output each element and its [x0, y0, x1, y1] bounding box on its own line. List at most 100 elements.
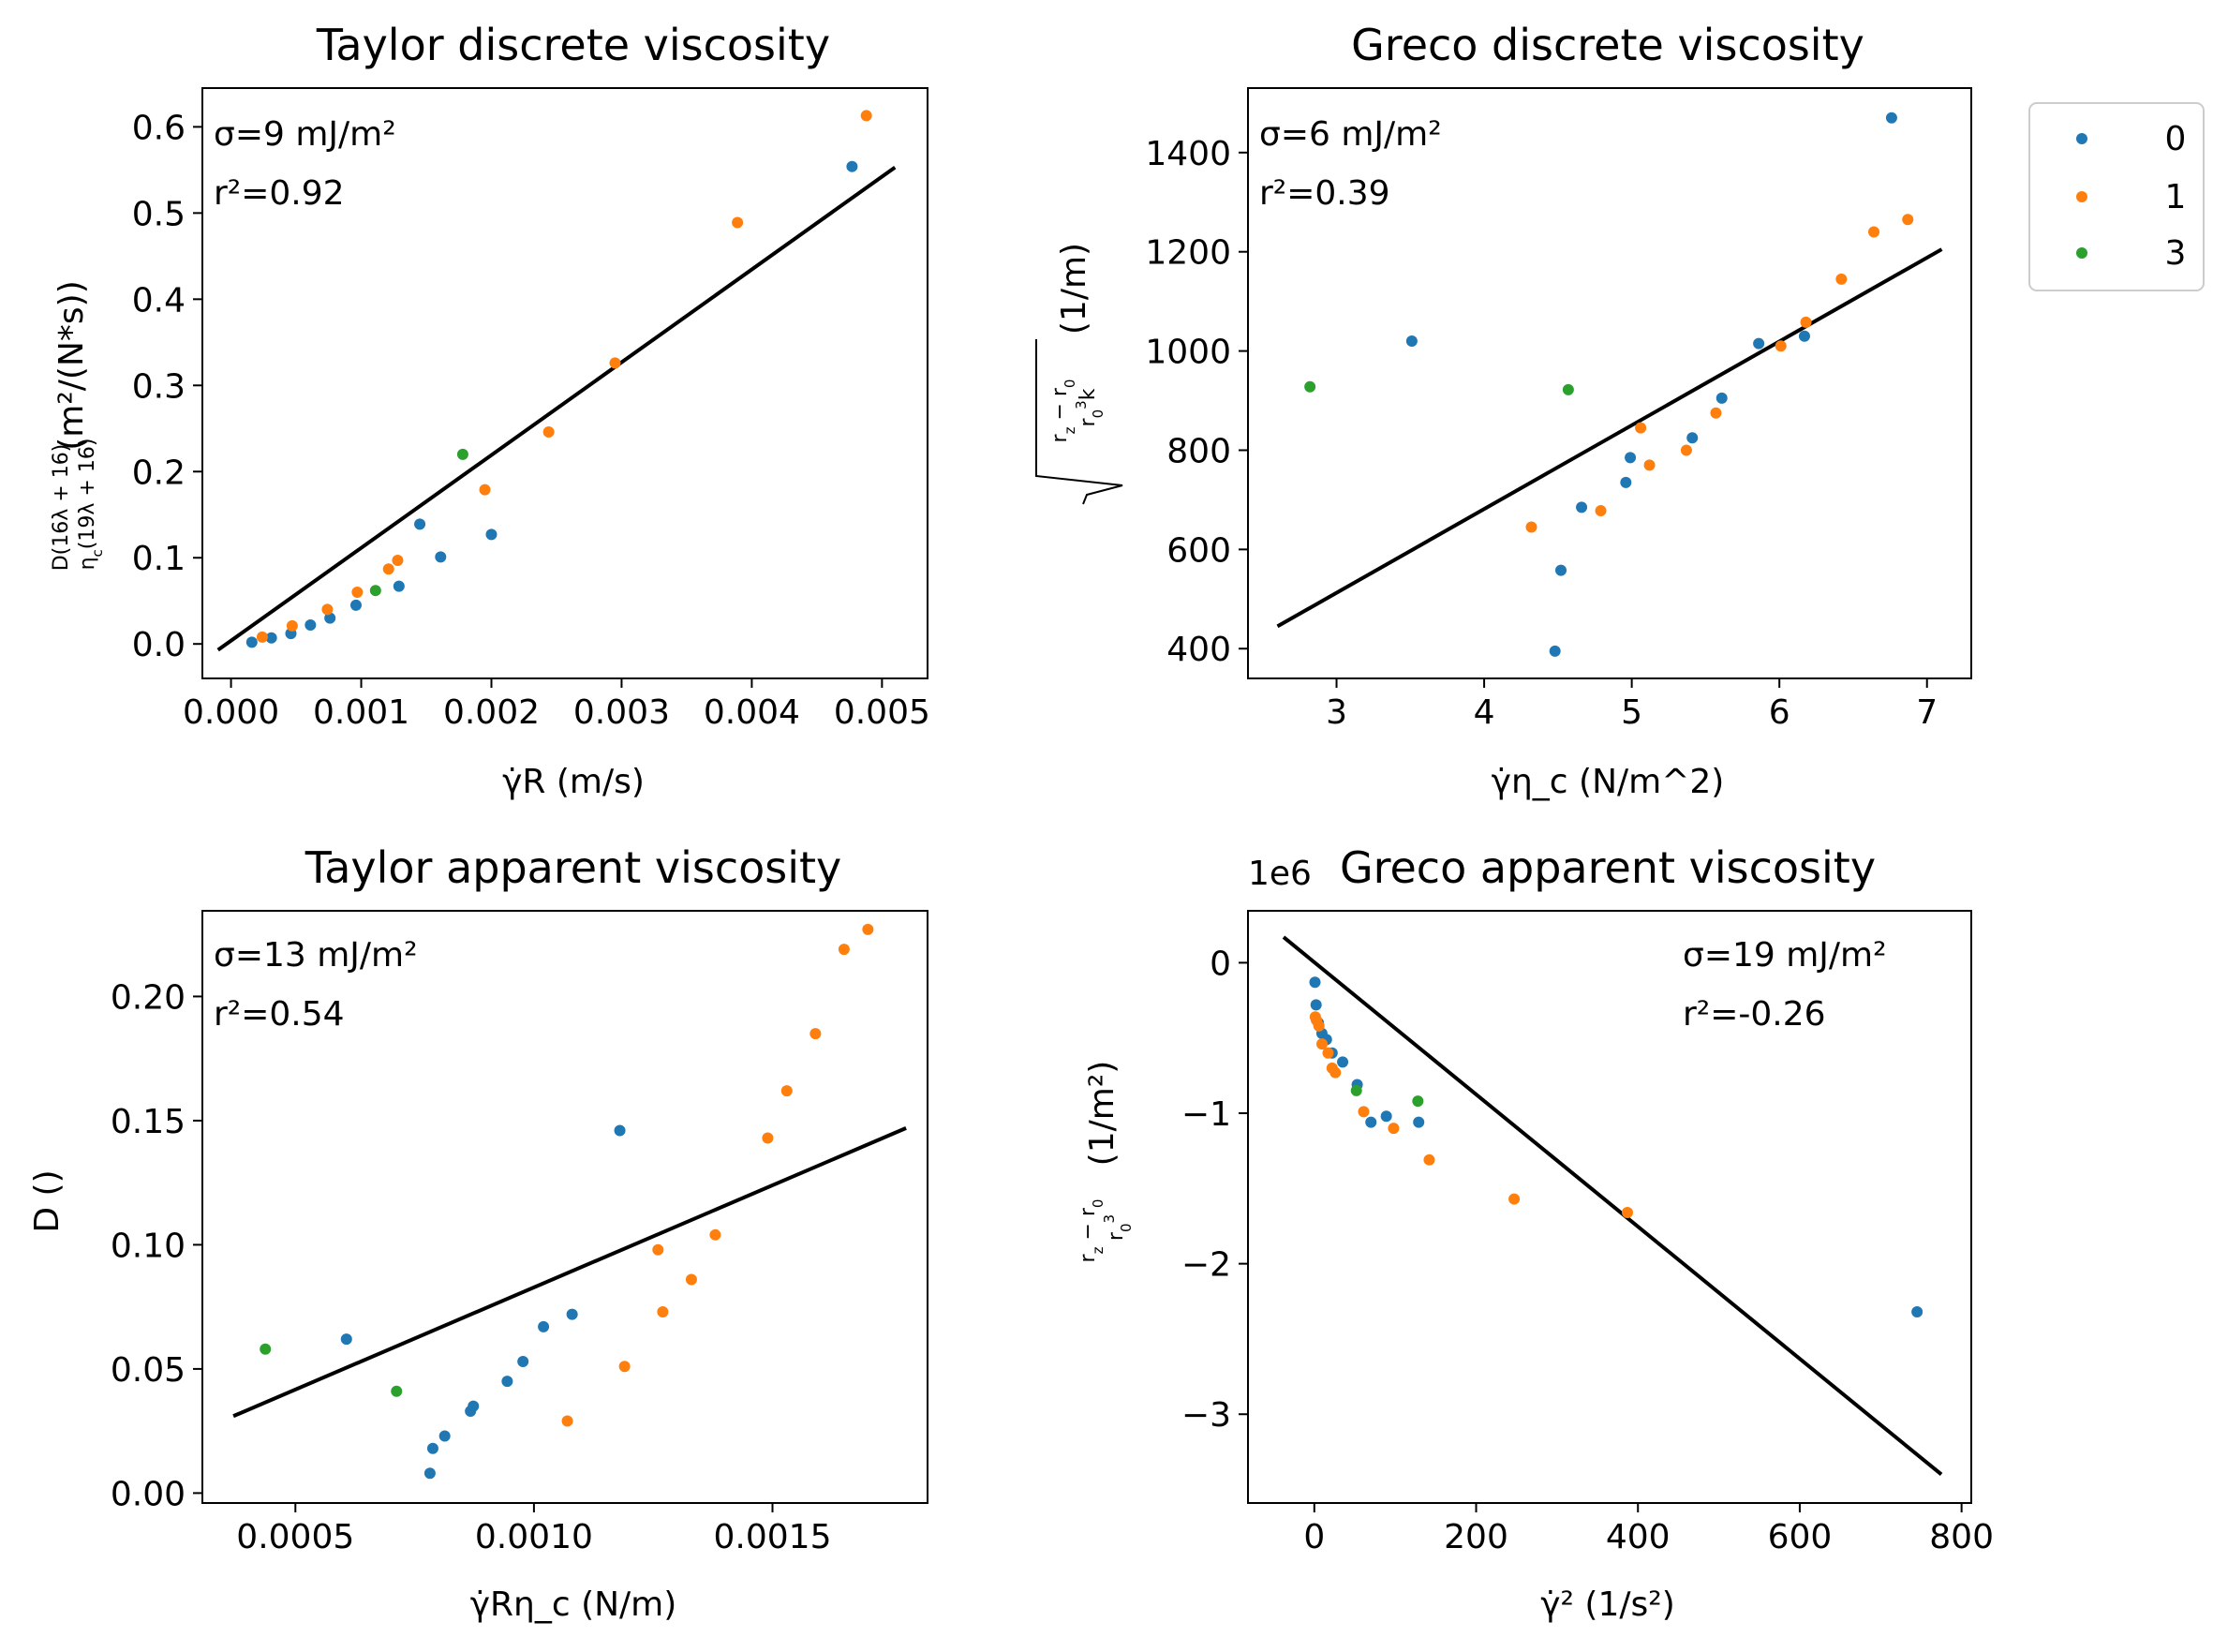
- fit-line: [1282, 935, 1943, 1477]
- point-series-1: [1358, 1106, 1370, 1118]
- y-tick-label: 0.15: [111, 1103, 186, 1141]
- x-tick-label: 5: [1621, 693, 1642, 732]
- point-series-0: [1625, 452, 1637, 464]
- legend-marker-3: [2076, 247, 2087, 259]
- y-tick-label: 0.05: [111, 1351, 186, 1390]
- point-series-1: [657, 1305, 669, 1317]
- x-tick-label: 0.0010: [475, 1518, 593, 1556]
- axis-multiplier: 1e6: [1248, 855, 1312, 893]
- y-tick-label: 0.2: [132, 454, 186, 492]
- point-series-0: [1911, 1306, 1923, 1318]
- point-series-1: [1902, 214, 1914, 226]
- point-series-0: [414, 518, 426, 530]
- x-tick-label: 6: [1769, 693, 1790, 732]
- y-axis-label-unit: (1/m²): [1083, 1061, 1121, 1167]
- point-series-0: [393, 580, 405, 592]
- x-tick-label: 0.0005: [236, 1518, 354, 1556]
- point-series-1: [780, 1085, 793, 1097]
- y-tick-label: 0.10: [111, 1227, 186, 1265]
- point-series-1: [1868, 226, 1880, 238]
- x-tick-label: 800: [1929, 1518, 1994, 1556]
- panel-greco-apparent: Greco apparent viscosity 1e6 γ̇² (1/s²) …: [1077, 842, 1994, 1624]
- y-axis-label: rz − r0 r03 (1/m²): [1077, 1061, 1135, 1263]
- x-tick-label: 0.004: [704, 693, 800, 732]
- legend: 0 1 3: [2028, 102, 2205, 291]
- point-series-1: [542, 425, 555, 438]
- x-axis-label: γ̇η_c (N/m^2): [1492, 763, 1725, 801]
- panel-greco-discrete: Greco discrete viscosity γ̇η_c (N/m^2) r…: [1035, 20, 1972, 801]
- point-series-1: [1322, 1047, 1334, 1059]
- point-series-0: [1413, 1116, 1425, 1128]
- point-series-0: [423, 1467, 436, 1480]
- point-series-0: [245, 636, 258, 648]
- annotation: σ=9 mJ/m² r²=0.92: [214, 115, 396, 213]
- annotation-sigma: σ=9 mJ/m²: [214, 115, 396, 154]
- point-series-1: [1525, 521, 1537, 533]
- point-series-0: [340, 1333, 352, 1346]
- point-series-0: [1309, 976, 1321, 989]
- point-series-1: [709, 1228, 721, 1241]
- point-series-3: [1562, 383, 1574, 395]
- x-tick-label: 400: [1606, 1518, 1671, 1556]
- y-axis-label-unit: (m²/(N*s)): [52, 280, 91, 451]
- legend-label-1: 1: [2165, 178, 2187, 216]
- y-tick-label: 0.20: [111, 978, 186, 1017]
- point-series-1: [351, 587, 364, 599]
- y-axis-label-unit: (1/m): [1055, 243, 1093, 335]
- point-series-1: [1710, 407, 1722, 419]
- point-series-0: [1310, 999, 1322, 1011]
- point-series-0: [1885, 112, 1897, 124]
- point-series-3: [1350, 1084, 1362, 1096]
- legend-label-3: 3: [2165, 234, 2187, 273]
- annotation-r2: r²=0.39: [1259, 174, 1390, 213]
- plot-frame: [1247, 87, 1972, 679]
- y-axis-label-fraction: rz − r0 r03k: [1048, 373, 1106, 443]
- y-tick-label: 0.1: [132, 540, 186, 578]
- legend-frame: [2028, 102, 2205, 291]
- point-series-1: [862, 923, 874, 935]
- panel-taylor-discrete: Taylor discrete viscosity γ̇R (m/s) D(16…: [50, 20, 930, 801]
- point-series-1: [1423, 1153, 1435, 1166]
- y-axis-label: D (): [28, 1169, 67, 1232]
- point-series-0: [1405, 335, 1418, 347]
- point-series-1: [1388, 1123, 1400, 1135]
- y-tick-label: 0.3: [132, 367, 186, 406]
- annotation-sigma: σ=6 mJ/m²: [1259, 115, 1442, 154]
- x-tick-label: 4: [1474, 693, 1495, 732]
- point-series-1: [479, 484, 491, 496]
- y-tick-label: 400: [1166, 631, 1231, 669]
- point-series-1: [1835, 273, 1848, 285]
- y-tick-label: −1: [1181, 1095, 1231, 1134]
- point-series-1: [1313, 1019, 1325, 1032]
- point-series-1: [1508, 1193, 1521, 1205]
- plot-frame: [201, 910, 928, 1504]
- point-series-1: [618, 1361, 631, 1373]
- y-tick-label: 0.4: [132, 281, 186, 320]
- point-series-3: [456, 448, 468, 460]
- legend-marker-1: [2076, 191, 2087, 202]
- x-tick-label: 0.002: [443, 693, 540, 732]
- point-series-0: [614, 1124, 626, 1137]
- y-tick-label: 0.0: [132, 626, 186, 664]
- point-series-0: [304, 618, 317, 631]
- point-series-0: [538, 1320, 550, 1332]
- point-series-0: [1337, 1056, 1349, 1068]
- point-series-3: [260, 1343, 272, 1355]
- point-series-0: [1620, 476, 1632, 488]
- point-series-0: [501, 1376, 513, 1388]
- legend-marker-0: [2076, 133, 2087, 144]
- y-tick-label: −3: [1181, 1396, 1231, 1435]
- plot-frame: [201, 87, 928, 679]
- point-series-1: [1643, 459, 1656, 471]
- chart-title: Taylor discrete viscosity: [316, 20, 830, 70]
- annotation-sigma: σ=19 mJ/m²: [1683, 936, 1887, 975]
- point-series-0: [1715, 392, 1728, 404]
- point-series-1: [609, 357, 621, 369]
- point-series-1: [286, 619, 298, 632]
- fit-line: [1276, 247, 1943, 629]
- point-series-1: [392, 555, 404, 566]
- annotation: σ=6 mJ/m² r²=0.39: [1259, 115, 1442, 213]
- y-tick-label: 600: [1166, 531, 1231, 570]
- point-series-0: [1555, 564, 1567, 576]
